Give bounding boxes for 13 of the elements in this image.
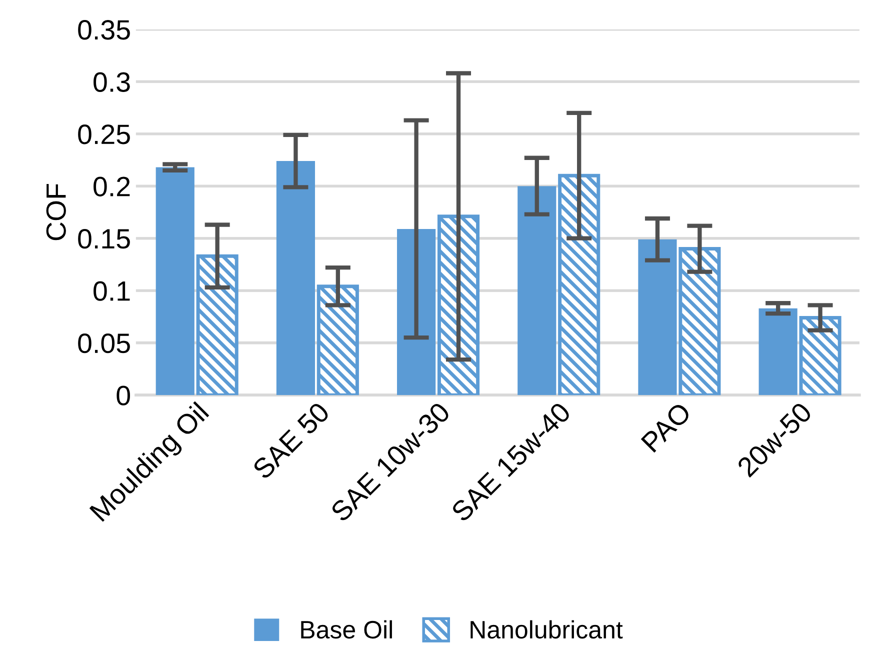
legend-label: Base Oil — [301, 620, 392, 639]
y-tick-label: 0.25 — [78, 124, 130, 144]
y-tick-label: 0.35 — [78, 20, 130, 40]
bar — [276, 161, 316, 396]
y-tick-label: 0.3 — [94, 72, 130, 92]
legend-label: Nanolubricant — [470, 620, 623, 639]
y-tick-label: 0.05 — [78, 333, 130, 354]
y-tick-label: 0 — [116, 386, 130, 406]
y-tick-label: 0.2 — [94, 176, 130, 196]
y-axis-title: COF — [46, 184, 66, 240]
y-tick-label: 0.1 — [94, 281, 130, 301]
y-tick-label: 0.15 — [78, 229, 130, 249]
bar — [518, 186, 556, 396]
